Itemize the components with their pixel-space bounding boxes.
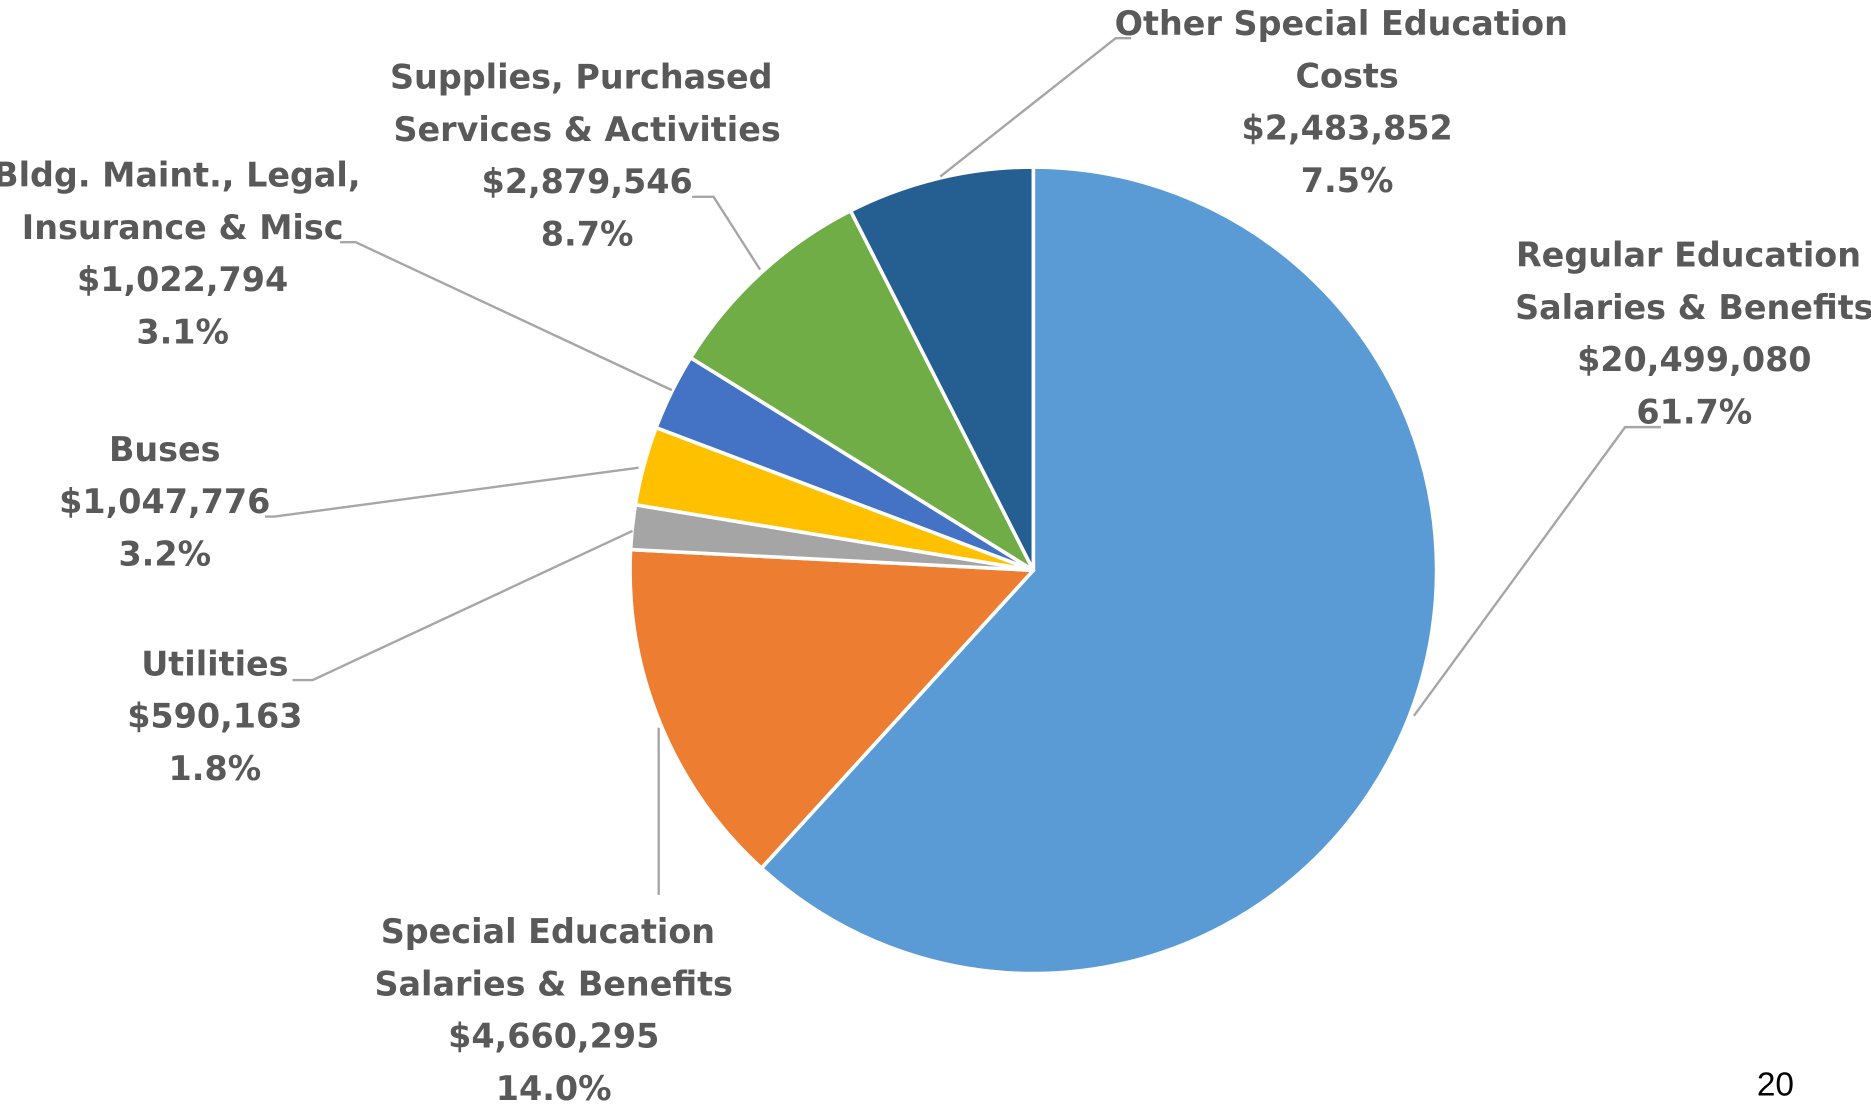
page-number: 20: [1757, 1066, 1794, 1103]
value-label: $20,499,080: [1577, 340, 1811, 379]
value-label: $1,022,794: [77, 260, 288, 299]
percentage-label: 8.7%: [541, 215, 634, 254]
value-label: $2,879,546: [481, 162, 692, 201]
leader-lines: [264, 36, 1661, 895]
category-label: Special Education Salaries & Benefits: [374, 912, 732, 1003]
category-label: Buses: [109, 429, 221, 468]
leader-line: [340, 241, 673, 392]
category-label: Supplies, Purchased Services & Activitie…: [390, 57, 784, 148]
percentage-label: 61.7%: [1636, 393, 1752, 432]
percentage-label: 7.5%: [1301, 161, 1394, 200]
pie-slice: [628, 547, 1036, 870]
category-label: Utilities: [141, 644, 288, 683]
value-label: $2,483,852: [1241, 109, 1452, 148]
leader-line: [1412, 425, 1661, 717]
pie-slice: [759, 165, 1439, 976]
value-label: $1,047,776: [59, 482, 270, 521]
value-label: $590,163: [127, 697, 302, 736]
leader-line: [692, 195, 762, 271]
category-label: Other Special Education Costs: [1115, 4, 1580, 95]
category-label: Bldg. Maint., Legal, Insurance & Misc: [0, 155, 372, 246]
pie: [628, 165, 1439, 976]
pie-slice: [688, 209, 1036, 573]
leader-line: [264, 466, 639, 518]
percentage-label: 14.0%: [496, 1069, 612, 1106]
value-label: $4,660,295: [448, 1016, 659, 1055]
pie-slice: [848, 165, 1036, 573]
percentage-label: 3.2%: [118, 534, 211, 573]
leader-line: [292, 529, 633, 682]
percentage-label: 3.1%: [136, 313, 229, 352]
leader-line: [939, 36, 1132, 178]
category-label: Regular Education Salaries & Benefits: [1515, 235, 1871, 326]
percentage-label: 1.8%: [169, 749, 262, 788]
